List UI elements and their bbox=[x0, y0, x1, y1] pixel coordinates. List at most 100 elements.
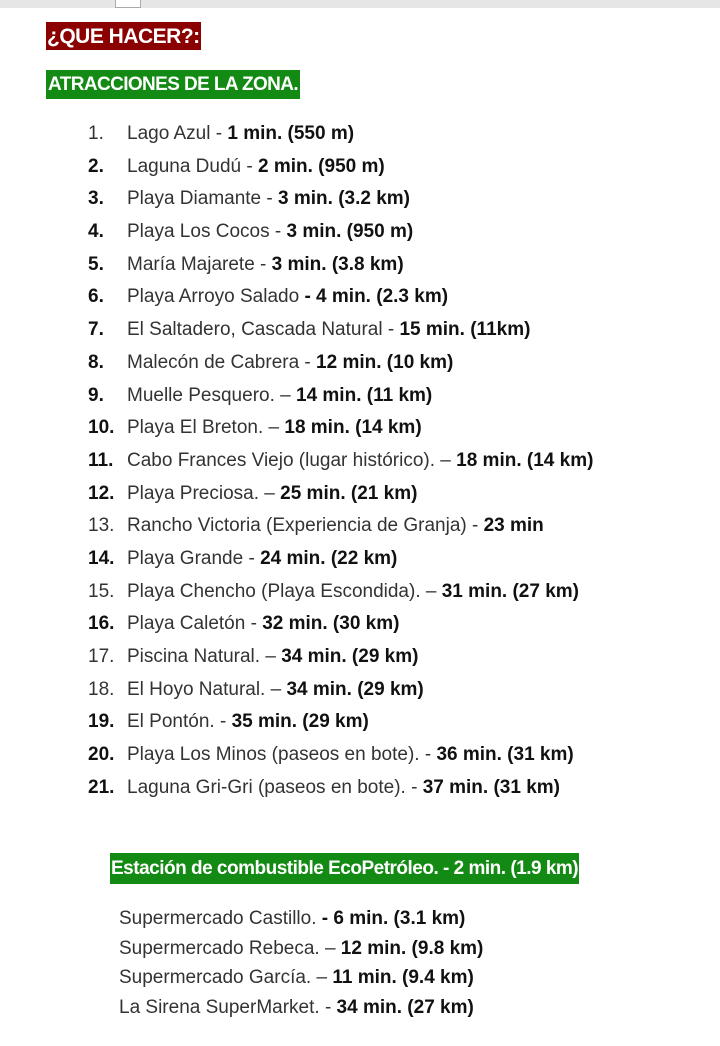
item-number: 17. bbox=[88, 646, 115, 667]
item-number: 18. bbox=[88, 678, 115, 700]
item-name: Supermercado Rebeca. – bbox=[119, 937, 341, 959]
item-distance: 1 min. (550 m) bbox=[227, 123, 355, 144]
item-number: 7. bbox=[88, 319, 104, 341]
item-distance: 18 min. (14 km) bbox=[456, 449, 594, 471]
list-item: Supermercado Rebeca. – 12 min. (9.8 km) bbox=[119, 934, 483, 964]
item-distance: 11 min. (9.4 km) bbox=[332, 967, 474, 988]
item-name: Malecón de Cabrera - bbox=[127, 351, 317, 373]
item-number: 9. bbox=[88, 384, 104, 406]
list-item: 6. Playa Arroyo Salado - 4 min. (2.3 km) bbox=[88, 281, 593, 314]
item-number: 21. bbox=[88, 776, 115, 798]
item-number: 4. bbox=[88, 221, 104, 243]
item-number: 15. bbox=[88, 580, 115, 602]
list-item: 17. Piscina Natural. – 34 min. (29 km) bbox=[88, 641, 593, 674]
item-name: El Hoyo Natural. – bbox=[127, 678, 287, 700]
item-distance: 34 min. (29 km) bbox=[281, 646, 419, 667]
item-name: El Saltadero, Cascada Natural - bbox=[127, 319, 400, 341]
list-item: 1. Lago Azul - 1 min. (550 m) bbox=[88, 118, 593, 151]
item-name: La Sirena SuperMarket. - bbox=[119, 996, 337, 1018]
item-number: 12. bbox=[88, 482, 115, 504]
item-distance: 25 min. (21 km) bbox=[280, 482, 418, 504]
item-number: 6. bbox=[88, 286, 104, 308]
item-number: 16. bbox=[88, 613, 115, 635]
item-name: Lago Azul - bbox=[127, 123, 228, 144]
item-distance: 35 min. (29 km) bbox=[231, 711, 369, 733]
item-name: Playa Los Cocos - bbox=[127, 221, 287, 243]
item-name: Playa Diamante - bbox=[127, 188, 279, 210]
item-name: Cabo Frances Viejo (lugar histórico). – bbox=[127, 449, 457, 471]
list-item: 10. Playa El Breton. – 18 min. (14 km) bbox=[88, 412, 593, 445]
list-item: 18. El Hoyo Natural. – 34 min. (29 km) bbox=[88, 674, 593, 707]
item-name: Playa Chencho (Playa Escondida). – bbox=[127, 580, 442, 602]
item-number: 2. bbox=[88, 155, 104, 177]
supermarkets-list: Supermercado Castillo. - 6 min. (3.1 km)… bbox=[119, 904, 483, 1022]
list-item: 21. Laguna Gri-Gri (paseos en bote). - 37… bbox=[88, 772, 593, 805]
list-item: Supermercado Castillo. - 6 min. (3.1 km) bbox=[119, 904, 483, 934]
item-number: 3. bbox=[88, 188, 104, 210]
item-name: Playa Preciosa. – bbox=[127, 482, 281, 504]
list-item: 7. El Saltadero, Cascada Natural - 15 min… bbox=[88, 314, 593, 347]
list-item: 12. Playa Preciosa. – 25 min. (21 km) bbox=[88, 478, 593, 511]
list-item: 14. Playa Grande - 24 min. (22 km) bbox=[88, 543, 593, 576]
item-number: 1. bbox=[88, 123, 104, 144]
item-distance: 12 min. (9.8 km) bbox=[340, 937, 484, 959]
item-distance: 3 min. (3.8 km) bbox=[271, 253, 404, 275]
list-item: 5. María Majarete - 3 min. (3.8 km) bbox=[88, 249, 593, 282]
list-item: 4. Playa Los Cocos - 3 min. (950 m) bbox=[88, 216, 593, 249]
item-name: Piscina Natural. – bbox=[127, 646, 282, 667]
item-distance: 36 min. (31 km) bbox=[436, 744, 574, 766]
item-distance: 34 min. (27 km) bbox=[336, 996, 474, 1018]
item-name: Playa El Breton. – bbox=[127, 417, 285, 439]
item-number: 20. bbox=[88, 744, 115, 766]
item-name: Supermercado García. – bbox=[119, 967, 333, 988]
item-distance: - 6 min. (3.1 km) bbox=[321, 908, 466, 929]
list-item: 8. Malecón de Cabrera - 12 min. (10 km) bbox=[88, 347, 593, 380]
list-item: 9. Muelle Pesquero. – 14 min. (11 km) bbox=[88, 380, 593, 413]
list-item: 2. Laguna Dudú - 2 min. (950 m) bbox=[88, 151, 593, 184]
list-item: 15. Playa Chencho (Playa Escondida). – 31… bbox=[88, 576, 593, 609]
item-distance: 18 min. (14 km) bbox=[284, 417, 422, 439]
item-name: Playa Caletón - bbox=[127, 613, 263, 635]
item-number: 19. bbox=[88, 711, 115, 733]
item-name: Muelle Pesquero. – bbox=[127, 384, 296, 406]
item-distance: 31 min. (27 km) bbox=[441, 580, 580, 602]
list-item: 16. Playa Caletón - 32 min. (30 km) bbox=[88, 608, 593, 641]
item-name: Laguna Gri-Gri (paseos en bote). - bbox=[127, 776, 423, 798]
item-name: El Pontón. - bbox=[127, 711, 232, 733]
item-distance: 3 min. (3.2 km) bbox=[278, 188, 411, 210]
list-item: La Sirena SuperMarket. - 34 min. (27 km) bbox=[119, 993, 483, 1023]
list-item: 19. El Pontón. - 35 min. (29 km) bbox=[88, 706, 593, 739]
item-distance: - 4 min. (2.3 km) bbox=[304, 286, 449, 308]
item-name: Playa Los Minos (paseos en bote). - bbox=[127, 744, 437, 766]
list-item: 20. Playa Los Minos (paseos en bote). - 3… bbox=[88, 739, 593, 772]
item-distance: 24 min. (22 km) bbox=[260, 547, 398, 569]
ruler-marker bbox=[115, 0, 141, 8]
page-heading: ¿QUE HACER?: bbox=[46, 22, 201, 50]
list-item: 13. Rancho Victoria (Experiencia de Granj… bbox=[88, 510, 593, 543]
top-toolbar-strip bbox=[0, 0, 720, 8]
list-item: Supermercado García. – 11 min. (9.4 km) bbox=[119, 963, 483, 993]
attractions-list: 1. Lago Azul - 1 min. (550 m) 2. Laguna Dud… bbox=[88, 118, 593, 804]
item-number: 13. bbox=[88, 515, 115, 537]
item-number: 8. bbox=[88, 351, 104, 373]
item-distance: 3 min. (950 m) bbox=[286, 221, 414, 243]
item-name: Playa Grande - bbox=[127, 547, 261, 569]
item-distance: 2 min. (950 m) bbox=[258, 155, 385, 177]
item-distance: 15 min. (11km) bbox=[399, 319, 531, 341]
item-distance: 12 min. (10 km) bbox=[316, 351, 454, 373]
item-distance: 23 min bbox=[483, 515, 544, 537]
fuel-station-heading: Estación de combustible EcoPetróleo. - 2… bbox=[110, 853, 580, 884]
item-name: María Majarete - bbox=[127, 253, 272, 275]
item-number: 14. bbox=[88, 547, 115, 569]
list-item: 11. Cabo Frances Viejo (lugar histórico).… bbox=[88, 445, 593, 478]
item-name: Rancho Victoria (Experiencia de Granja) … bbox=[127, 515, 484, 537]
item-name: Laguna Dudú - bbox=[127, 155, 258, 177]
item-name: Supermercado Castillo. bbox=[119, 908, 322, 929]
item-number: 11. bbox=[88, 449, 114, 471]
item-number: 5. bbox=[88, 253, 104, 275]
item-distance: 37 min. (31 km) bbox=[422, 776, 560, 798]
item-number: 10. bbox=[88, 417, 115, 439]
item-distance: 32 min. (30 km) bbox=[262, 613, 400, 635]
section-title: ATRACCIONES DE LA ZONA. bbox=[46, 70, 301, 99]
item-distance: 34 min. (29 km) bbox=[286, 678, 424, 700]
